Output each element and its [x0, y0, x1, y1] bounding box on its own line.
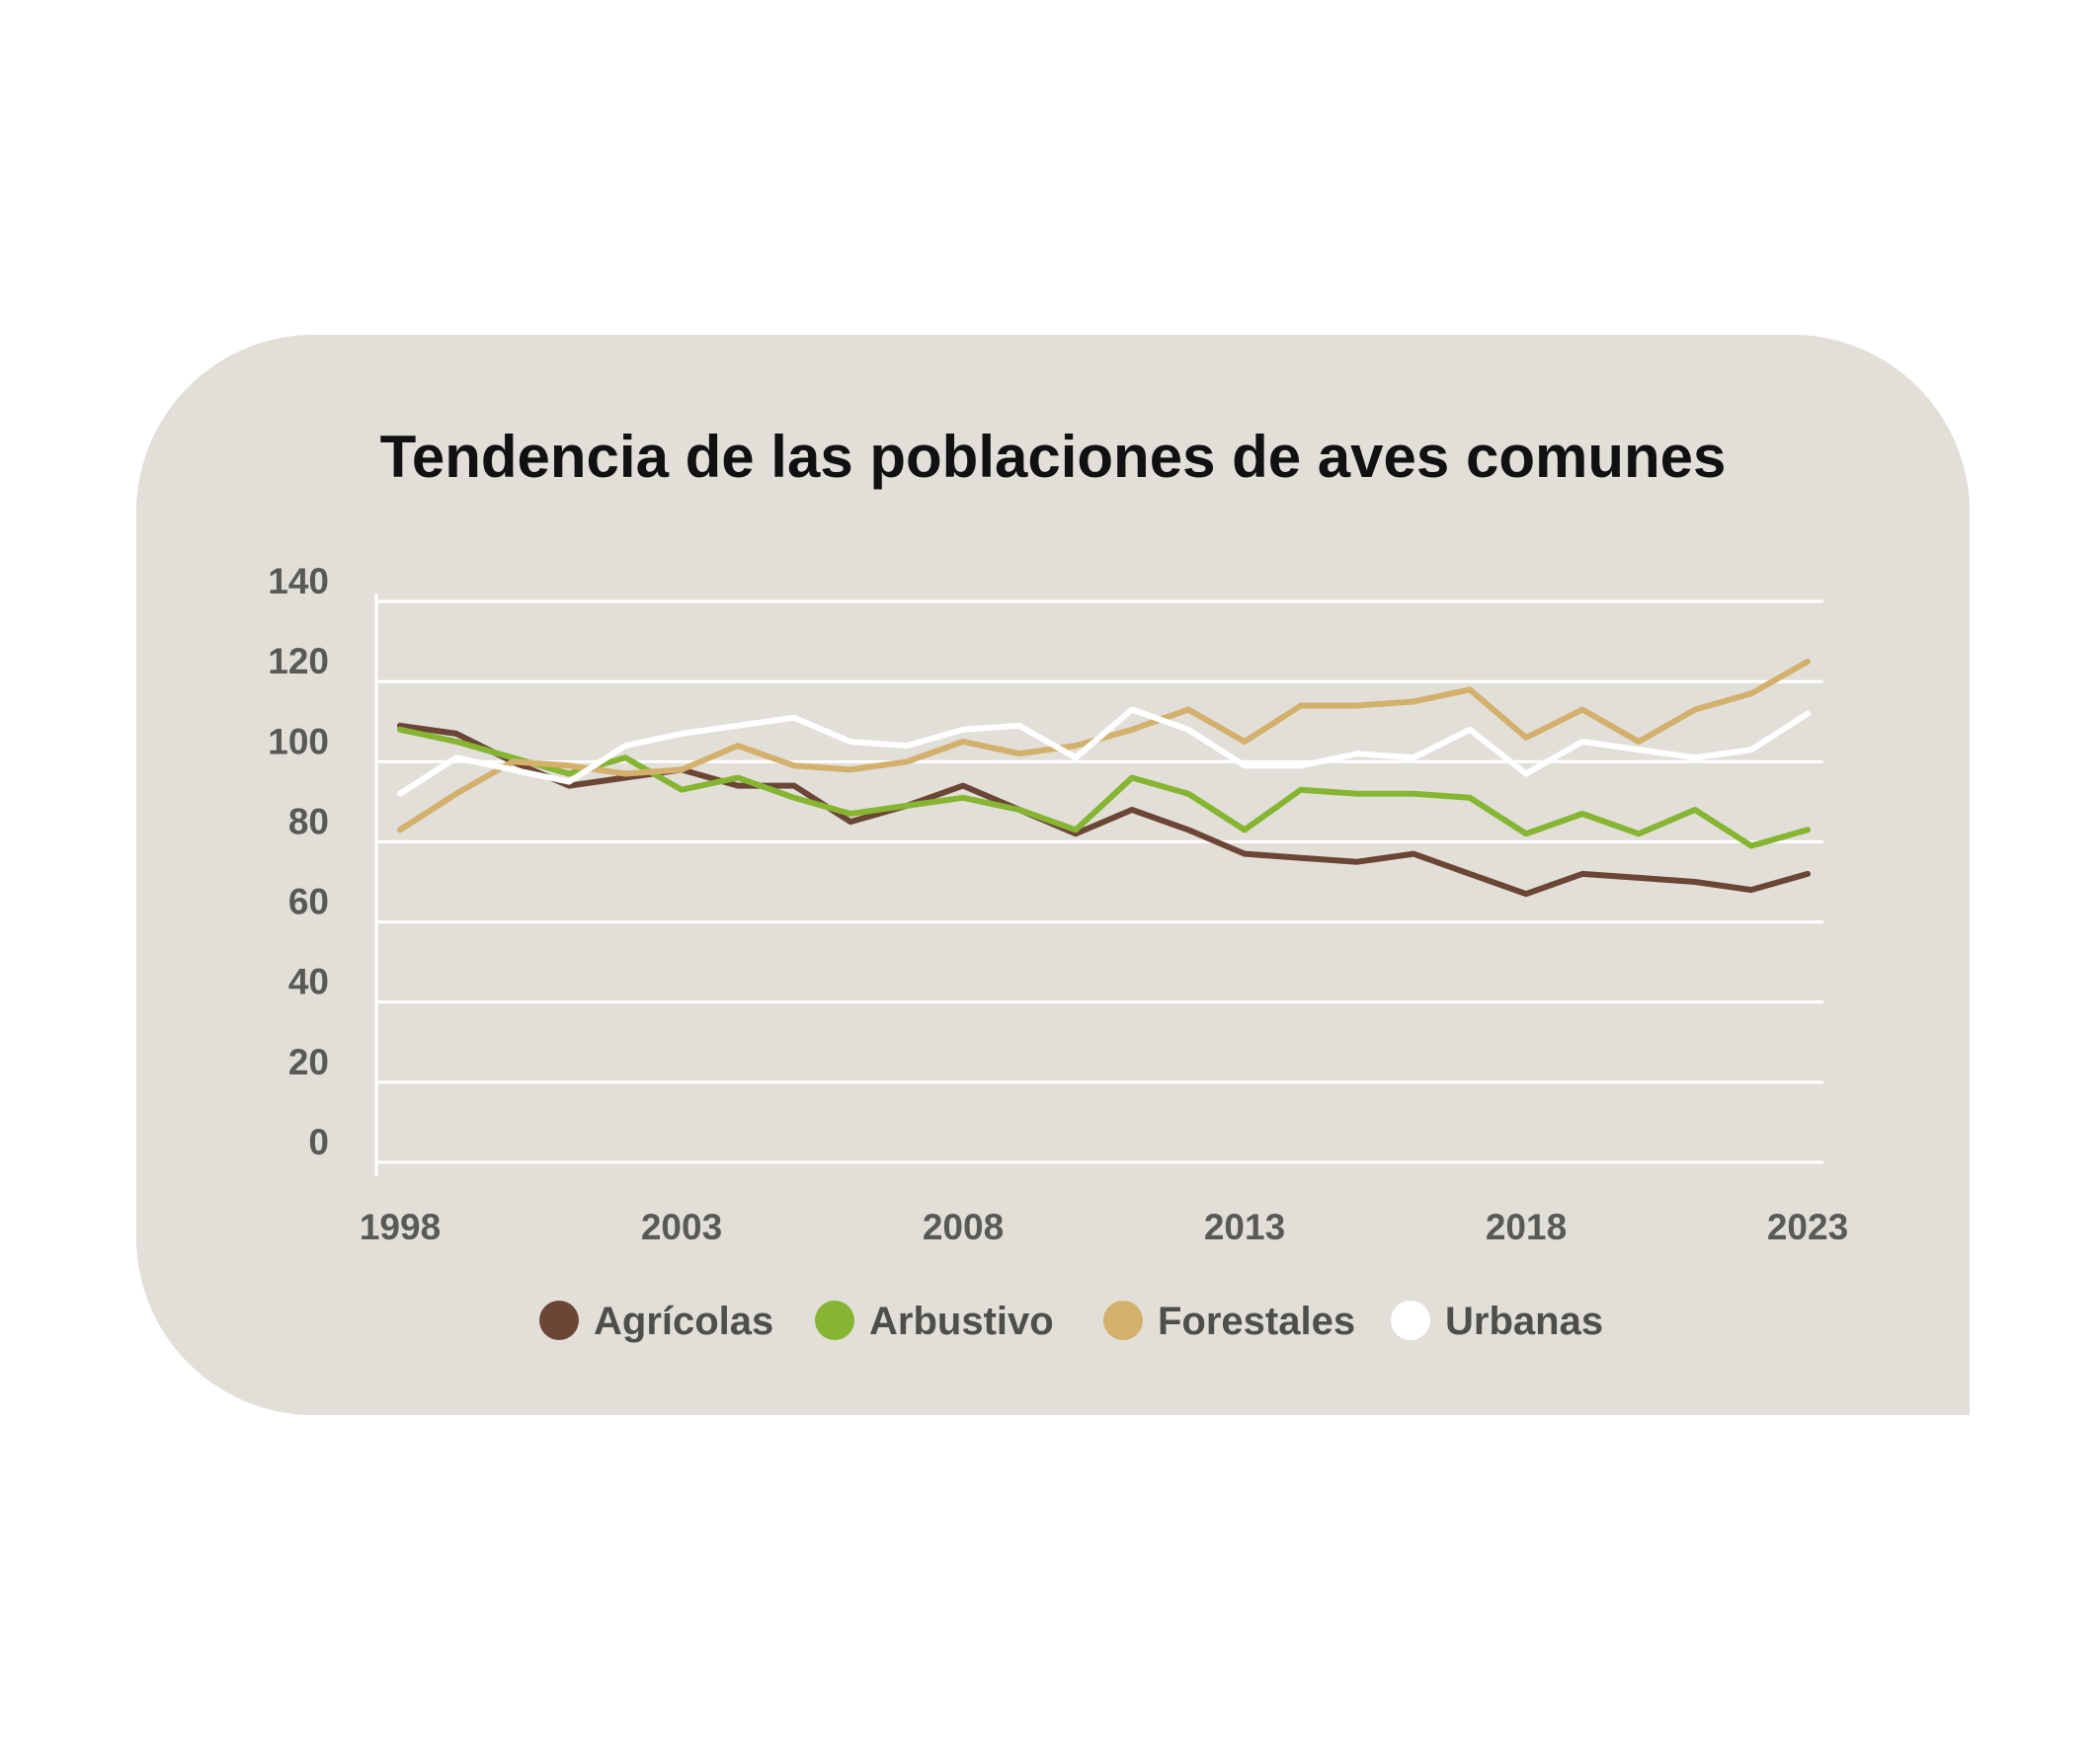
chart: Tendencia de las poblaciones de aves com…	[136, 335, 1970, 1415]
legend-label: Agrícolas	[594, 1300, 773, 1343]
legend-swatch	[1391, 1301, 1430, 1340]
series-line-2	[397, 726, 1811, 849]
x-tick-label: 2003	[641, 1207, 722, 1247]
legend-label: Arbustivo	[869, 1300, 1054, 1343]
x-tick-label: 2008	[923, 1207, 1004, 1247]
y-tick-label: 20	[288, 1042, 329, 1082]
x-tick-label: 1998	[360, 1207, 441, 1247]
y-tick-label: 40	[288, 962, 329, 1002]
legend-label: Urbanas	[1445, 1300, 1603, 1343]
y-tick-label: 140	[268, 561, 329, 601]
legend-swatch	[539, 1301, 579, 1340]
series-line-4	[397, 706, 1811, 797]
y-tick-label: 60	[288, 882, 329, 922]
y-tick-labels: 0 20 40 60 80 100 120 140	[268, 561, 329, 1162]
series-lines	[397, 658, 1811, 898]
x-tick-label: 2013	[1204, 1207, 1285, 1247]
y-tick-label: 80	[288, 801, 329, 841]
legend-swatch	[815, 1301, 854, 1340]
x-tick-labels: 1998 2003 2008 2013 2018 2023	[360, 1207, 1848, 1247]
card-background	[136, 335, 1970, 1415]
x-tick-label: 2023	[1767, 1207, 1848, 1247]
legend-label: Forestales	[1158, 1300, 1355, 1343]
legend: Agrícolas Arbustivo Forestales Urbanas	[539, 1300, 1603, 1343]
x-tick-label: 2018	[1486, 1207, 1567, 1247]
y-tick-label: 0	[308, 1122, 329, 1162]
chart-title: Tendencia de las poblaciones de aves com…	[380, 424, 1727, 490]
series-line-3	[397, 658, 1811, 833]
y-tick-label: 120	[268, 641, 329, 681]
chart-card: Tendencia de las poblaciones de aves com…	[136, 335, 1970, 1415]
series-line-1	[397, 722, 1811, 898]
legend-swatch	[1103, 1301, 1143, 1340]
y-tick-label: 100	[268, 721, 329, 761]
